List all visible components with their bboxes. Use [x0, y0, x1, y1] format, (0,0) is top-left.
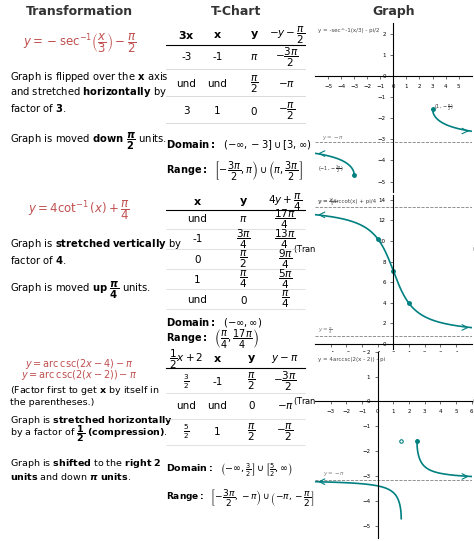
Text: the parentheses.): the parentheses.): [10, 398, 94, 406]
Text: $-\pi$: $-\pi$: [276, 401, 294, 411]
Text: $\pi$: $\pi$: [250, 52, 258, 62]
Text: $\dfrac{13\pi}{4}$: $\dfrac{13\pi}{4}$: [274, 228, 296, 251]
Text: und: und: [177, 401, 196, 411]
Text: 3: 3: [183, 106, 190, 116]
Text: 0: 0: [248, 401, 255, 411]
Text: $\mathbf{x}$: $\mathbf{x}$: [213, 30, 222, 40]
Text: $\dfrac{\pi}{2}$: $\dfrac{\pi}{2}$: [250, 74, 259, 95]
Text: $-\dfrac{3\pi}{2}$: $-\dfrac{3\pi}{2}$: [273, 370, 297, 393]
Text: Graph is $\mathbf{stretched\ vertically}$ by: Graph is $\mathbf{stretched\ vertically}…: [10, 237, 182, 251]
Text: (Factor first to get $\mathbf{x}$ by itself in: (Factor first to get $\mathbf{x}$ by its…: [10, 384, 159, 397]
Text: $\dfrac{3\pi}{4}$: $\dfrac{3\pi}{4}$: [236, 228, 251, 251]
Text: $\mathbf{Range:}$  $\left[-\dfrac{3\pi}{2},\pi\right)\cup\left(\pi,\dfrac{3\pi}{: $\mathbf{Range:}$ $\left[-\dfrac{3\pi}{2…: [166, 160, 303, 183]
Text: $(-1,-\frac{3\pi}{2})$: $(-1,-\frac{3\pi}{2})$: [318, 163, 344, 175]
Text: $\mathbf{Asymptotes:}$   $y = \dfrac{\pi}{4}$,  $\dfrac{17\pi}{4}$: $\mathbf{Asymptotes:}$ $y = \dfrac{\pi}{…: [325, 377, 462, 400]
Text: -1: -1: [212, 52, 222, 62]
Text: $\mathbf{y}$: $\mathbf{y}$: [250, 29, 259, 41]
Text: $\dfrac{\pi}{4}$: $\dfrac{\pi}{4}$: [281, 289, 290, 310]
Text: $y = 4\cot^{-1}(x) + \dfrac{\pi}{4}$: $y = 4\cot^{-1}(x) + \dfrac{\pi}{4}$: [28, 199, 130, 222]
Text: y = 4arccsc(2(x - 2)) - pi: y = 4arccsc(2(x - 2)) - pi: [319, 357, 385, 362]
Text: $y=-\pi$: $y=-\pi$: [323, 470, 346, 478]
Text: $\mathbf{Domain:}$  $(-\infty,\infty)$: $\mathbf{Domain:}$ $(-\infty,\infty)$: [166, 316, 263, 329]
Text: $\frac{5}{2}$: $\frac{5}{2}$: [183, 423, 190, 441]
Text: $(1,-\frac{\pi}{2})$: $(1,-\frac{\pi}{2})$: [434, 102, 454, 113]
Text: und: und: [177, 79, 196, 89]
Text: $\mathbf{x}$: $\mathbf{x}$: [213, 354, 222, 364]
Text: Graph is $\mathbf{stretched\ horizontally}$: Graph is $\mathbf{stretched\ horizontall…: [10, 414, 173, 427]
Text: Graph is moved $\mathbf{down}$ $\dfrac{\boldsymbol{\pi}}{\mathbf{2}}$ units.: Graph is moved $\mathbf{down}$ $\dfrac{\…: [10, 131, 167, 152]
Text: $\mathbf{Domain:}$  $\left(-\infty,\frac{3}{2}\right]\cup\left[\frac{5}{2},\inft: $\mathbf{Domain:}$ $\left(-\infty,\frac{…: [166, 461, 293, 478]
Text: $y=\frac{17\pi}{4}$: $y=\frac{17\pi}{4}$: [319, 196, 338, 208]
Text: und: und: [187, 295, 207, 305]
Text: $\dfrac{9\pi}{4}$: $\dfrac{9\pi}{4}$: [278, 248, 292, 271]
Text: 1: 1: [214, 427, 220, 437]
Text: $\mathbf{Range:}$  $\left[-\dfrac{3\pi}{2},-\pi\right)\cup\left(-\pi,-\dfrac{\pi: $\mathbf{Range:}$ $\left[-\dfrac{3\pi}{2…: [166, 487, 315, 508]
Text: Graph is moved $\mathbf{up}$ $\dfrac{\boldsymbol{\pi}}{\mathbf{4}}$ units.: Graph is moved $\mathbf{up}$ $\dfrac{\bo…: [10, 280, 151, 301]
Text: und: und: [208, 401, 227, 411]
Text: $y = \mathrm{arc\,csc}(2(x-2)) - \pi$: $y = \mathrm{arc\,csc}(2(x-2)) - \pi$: [21, 368, 137, 382]
Text: y = 4arccot(x) + pi/4: y = 4arccot(x) + pi/4: [319, 200, 376, 204]
Text: $y = \mathrm{arc\,csc}(2x-4) - \pi$: $y = \mathrm{arc\,csc}(2x-4) - \pi$: [25, 357, 134, 371]
Text: $\dfrac{\pi}{4}$: $\dfrac{\pi}{4}$: [239, 269, 248, 290]
Text: $\mathbf{Range:}$  $\left(\dfrac{\pi}{4},\dfrac{17\pi}{4}\right)$: $\mathbf{Range:}$ $\left(\dfrac{\pi}{4},…: [166, 328, 259, 351]
Text: (Transform asymptotes as you would $\mathbf{x}$ values).: (Transform asymptotes as you would $\mat…: [293, 395, 474, 408]
Text: $4y + \dfrac{\pi}{4}$: $4y + \dfrac{\pi}{4}$: [268, 192, 302, 213]
Text: and stretched $\mathbf{horizontally}$ by: and stretched $\mathbf{horizontally}$ by: [10, 85, 167, 100]
Text: (Transform asymptotes as you would $\mathbf{x}$ values).: (Transform asymptotes as you would $\mat…: [293, 243, 474, 256]
Text: $\dfrac{17\pi}{4}$: $\dfrac{17\pi}{4}$: [274, 208, 296, 231]
Text: $\dfrac{\pi}{2}$: $\dfrac{\pi}{2}$: [247, 371, 255, 392]
Text: $-\pi$: $-\pi$: [278, 79, 295, 89]
Text: $0$: $0$: [239, 294, 247, 306]
Text: $y=-\pi$: $y=-\pi$: [322, 134, 344, 142]
Text: $-\dfrac{3\pi}{2}$: $-\dfrac{3\pi}{2}$: [275, 45, 299, 69]
Text: by a factor of $\dfrac{\mathbf{1}}{\mathbf{2}}$ $\mathbf{(compression)}$.: by a factor of $\dfrac{\mathbf{1}}{\math…: [10, 423, 168, 444]
Text: $\frac{3}{2}$: $\frac{3}{2}$: [183, 372, 190, 391]
Text: $\dfrac{\pi}{2}$: $\dfrac{\pi}{2}$: [247, 421, 255, 443]
Text: $\pi$: $\pi$: [239, 214, 248, 225]
Text: factor of $\mathbf{4}$.: factor of $\mathbf{4}$.: [10, 254, 66, 266]
Text: $y - \pi$: $y - \pi$: [271, 353, 299, 365]
Text: $-y - \dfrac{\pi}{2}$: $-y - \dfrac{\pi}{2}$: [269, 24, 305, 45]
Text: 1: 1: [214, 106, 220, 116]
Text: 1: 1: [194, 275, 201, 285]
Text: 0: 0: [194, 254, 201, 265]
Text: $0$: $0$: [250, 105, 258, 117]
Text: T-Chart: T-Chart: [210, 5, 261, 18]
Text: $\dfrac{1}{2}x+2$: $\dfrac{1}{2}x+2$: [169, 347, 204, 371]
Text: $\mathbf{3x}$: $\mathbf{3x}$: [178, 29, 195, 41]
Text: -1: -1: [192, 234, 202, 245]
Text: $-\dfrac{\pi}{2}$: $-\dfrac{\pi}{2}$: [276, 421, 294, 443]
Text: $\mathbf{Asymptote:}$   $y = -\pi$: $\mathbf{Asymptote:}$ $y = -\pi$: [337, 222, 450, 236]
Text: Graph is flipped over the $\mathbf{x}$ axis: Graph is flipped over the $\mathbf{x}$ a…: [10, 70, 169, 84]
Text: $-\dfrac{\pi}{2}$: $-\dfrac{\pi}{2}$: [278, 101, 295, 122]
Text: $y = -\sec^{-1}\!\left(\dfrac{x}{3}\right) - \dfrac{\pi}{2}$: $y = -\sec^{-1}\!\left(\dfrac{x}{3}\righ…: [23, 32, 136, 55]
Text: und: und: [187, 214, 207, 225]
Text: Graph is $\mathbf{shifted}$ to the $\mathbf{right\ 2}$: Graph is $\mathbf{shifted}$ to the $\mat…: [10, 457, 162, 470]
Text: Transformation: Transformation: [26, 5, 133, 18]
Text: $\mathbf{Domain:}$  $(-\infty,-3]\cup[3,\infty)$: $\mathbf{Domain:}$ $(-\infty,-3]\cup[3,\…: [166, 138, 312, 151]
Text: y = -sec^-1(x/3) - pi/2: y = -sec^-1(x/3) - pi/2: [319, 28, 380, 34]
Text: $\dfrac{5\pi}{4}$: $\dfrac{5\pi}{4}$: [278, 268, 292, 291]
Text: $\mathbf{x}$: $\mathbf{x}$: [193, 197, 202, 207]
Text: und: und: [208, 79, 227, 89]
Text: $\mathbf{y}$: $\mathbf{y}$: [246, 353, 256, 365]
Text: $\dfrac{\pi}{2}$: $\dfrac{\pi}{2}$: [239, 249, 248, 270]
Text: $y=\frac{\pi}{4}$: $y=\frac{\pi}{4}$: [319, 326, 333, 337]
Text: $\mathbf{units}$ and down $\boldsymbol{\pi}$ $\mathbf{units}$.: $\mathbf{units}$ and down $\boldsymbol{\…: [10, 471, 131, 482]
Text: factor of $\mathbf{3}$.: factor of $\mathbf{3}$.: [10, 102, 66, 114]
Text: -1: -1: [212, 377, 222, 386]
Text: $\mathbf{y}$: $\mathbf{y}$: [239, 196, 248, 208]
Text: -3: -3: [182, 52, 191, 62]
Text: Graph: Graph: [372, 5, 415, 18]
